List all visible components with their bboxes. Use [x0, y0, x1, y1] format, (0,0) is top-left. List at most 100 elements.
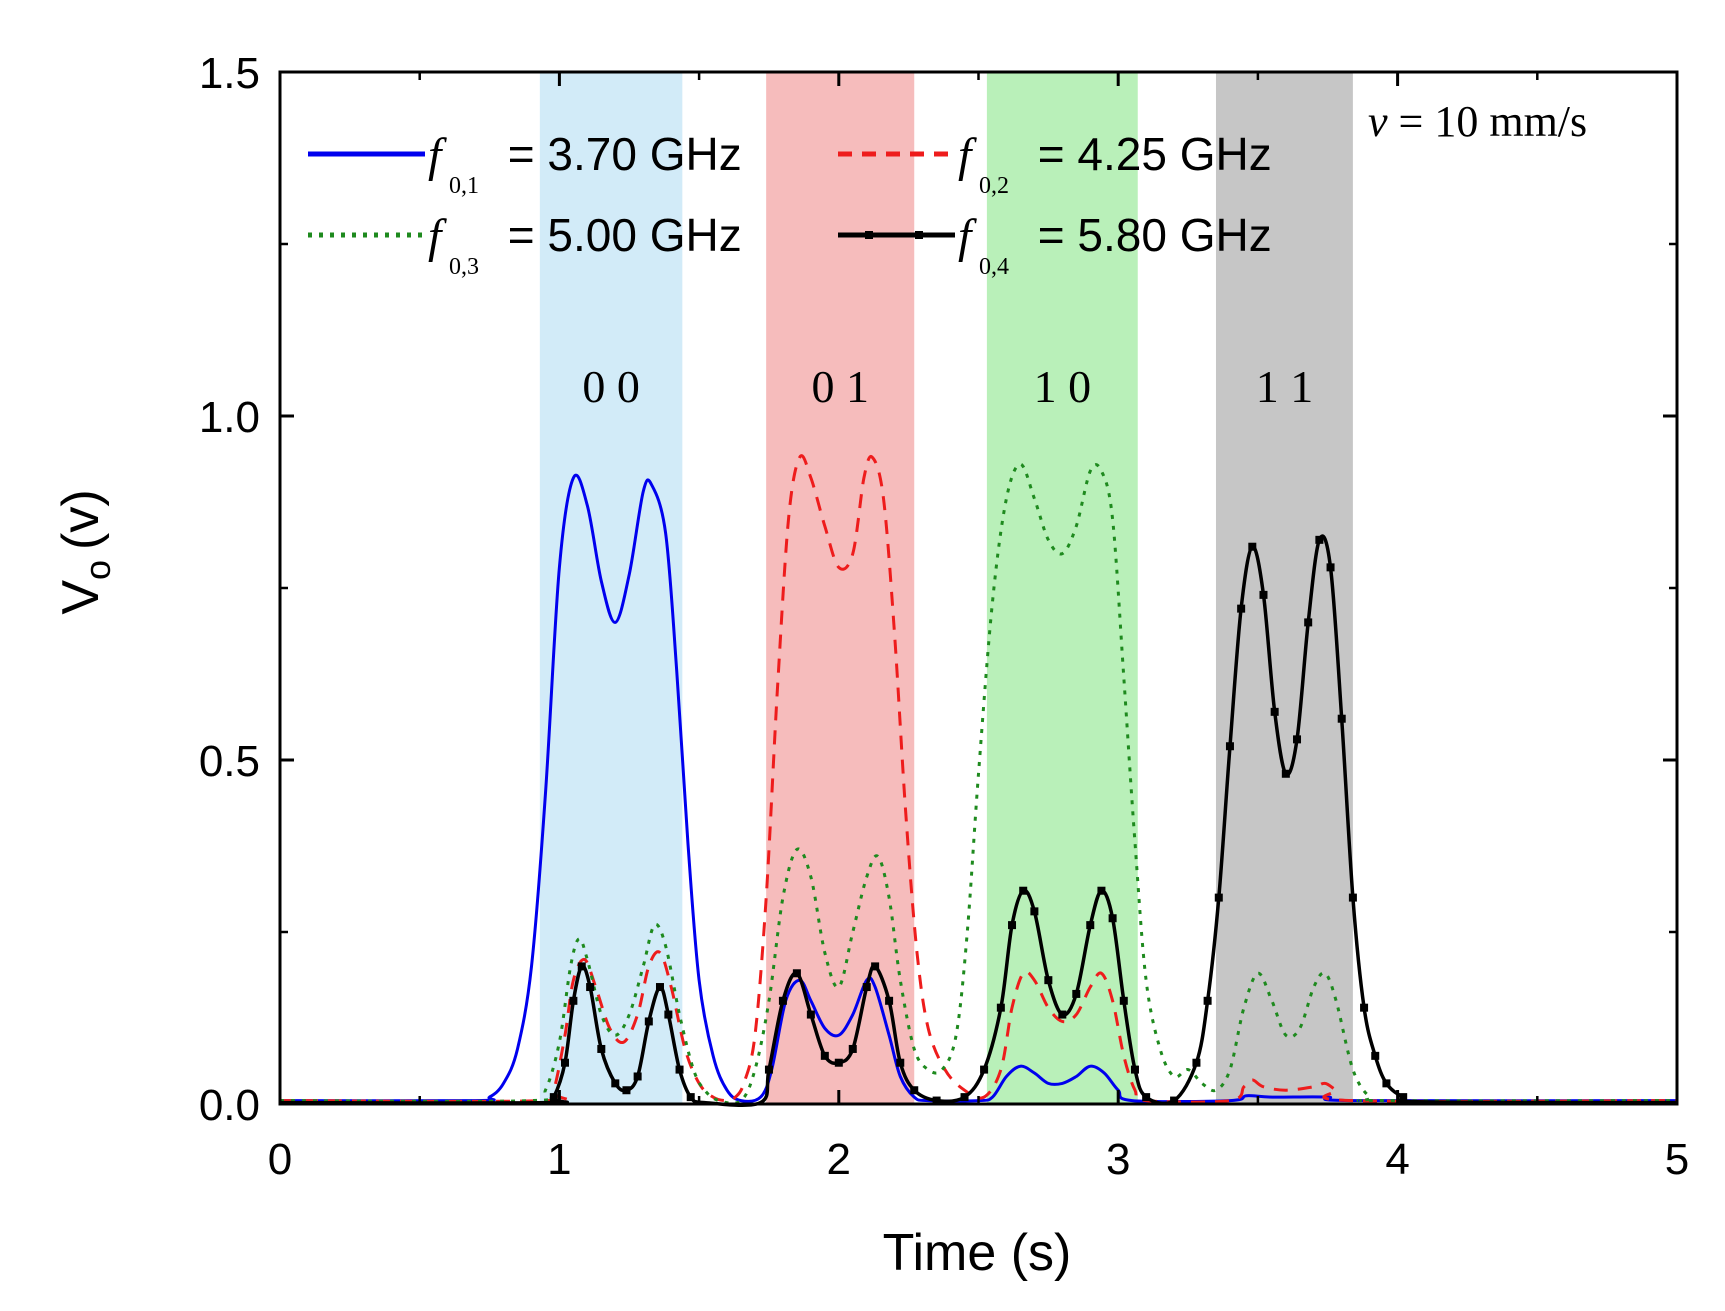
data-point [597, 1044, 606, 1053]
data-point [549, 1093, 558, 1102]
data-point [792, 969, 801, 978]
data-point [1259, 590, 1268, 599]
data-point [1348, 893, 1357, 902]
data-point [1203, 996, 1212, 1005]
series-lines [279, 454, 1678, 1108]
legend-subscript: 0,2 [979, 173, 1009, 199]
velocity-value: = 10 mm/s [1388, 97, 1588, 146]
band-4 [1215, 72, 1353, 1104]
data-point [1371, 1051, 1380, 1060]
data-point [885, 996, 894, 1005]
series-line-3 [279, 462, 1678, 1105]
data-point [1337, 714, 1346, 723]
data-point [1119, 996, 1128, 1005]
data-point [611, 1079, 620, 1088]
data-point [820, 1051, 829, 1060]
data-point [1044, 976, 1053, 985]
data-point [1008, 921, 1017, 930]
data-point [806, 1010, 815, 1019]
data-point [1097, 886, 1106, 895]
y-axis-title-main: V [52, 580, 110, 615]
data-point [560, 1058, 569, 1067]
data-point [633, 1072, 642, 1081]
data-point [980, 1065, 989, 1074]
series-line-2 [279, 454, 1678, 1104]
legend-subscript: 0,3 [449, 254, 479, 280]
axis-ticks: 0 1 2 3 4 5 0.0 0.5 1.0 1.5 [199, 49, 1689, 1184]
data-point [764, 1065, 773, 1074]
plot-border [278, 70, 1679, 1106]
data-point [1130, 1065, 1139, 1074]
y-tick-label: 0.0 [199, 1081, 260, 1130]
data-point [1382, 1079, 1391, 1088]
data-point [644, 1017, 653, 1026]
legend-symbol: f [958, 210, 977, 263]
x-tick-label: 0 [268, 1135, 292, 1184]
shaded-bands [539, 72, 1353, 1104]
y-tick-label: 0.5 [199, 737, 260, 786]
x-axis-title: Time (s) [883, 1224, 1072, 1282]
legend-label: = 5.80 GHz [1025, 209, 1272, 261]
data-point [1108, 914, 1117, 923]
data-point [1072, 989, 1081, 998]
data-point [910, 1086, 919, 1095]
data-point [1304, 618, 1313, 627]
data-point [996, 1003, 1005, 1012]
data-point [1281, 769, 1290, 778]
velocity-annotation: v = 10 mm/s [1368, 97, 1587, 146]
band-2 [766, 72, 915, 1104]
data-point [778, 996, 787, 1005]
data-point [1030, 907, 1039, 916]
legend-marker-f04 [915, 231, 923, 239]
band-label: 1 0 [1034, 361, 1092, 412]
legend-entry-f03: f 0,3 = 5.00 GHz [308, 209, 742, 280]
data-point [871, 962, 880, 971]
plot-frame [278, 70, 1679, 1106]
data-point [622, 1086, 631, 1095]
legend-symbol: f [428, 210, 447, 263]
legend-subscript: 0,4 [979, 254, 1009, 280]
data-point [1326, 563, 1335, 572]
data-point [586, 983, 595, 992]
series-line-4 [279, 534, 1678, 1108]
series-line-1 [279, 473, 1678, 1104]
data-point [1399, 1093, 1408, 1102]
data-point [960, 1093, 969, 1102]
data-point [1248, 542, 1257, 551]
band-label: 1 1 [1256, 361, 1314, 412]
y-axis-title-sub: o [77, 560, 118, 580]
data-point [1192, 1058, 1201, 1067]
legend-label: = 5.00 GHz [495, 209, 742, 261]
velocity-symbol: v [1368, 97, 1388, 146]
legend: f 0,1 = 3.70 GHz f 0,2 = 4.25 GHz f 0,3 … [308, 128, 1272, 280]
y-axis-title-unit: (v) [52, 489, 110, 550]
y-tick-label: 1.0 [199, 393, 260, 442]
legend-symbol: f [958, 129, 977, 182]
data-point [1142, 1093, 1151, 1102]
data-point [569, 996, 578, 1005]
band-label: 0 0 [582, 361, 640, 412]
y-axis-title: Vo (v) [52, 489, 118, 614]
band-labels: 0 0 0 1 1 0 1 1 [582, 361, 1313, 412]
x-tick-label: 5 [1665, 1135, 1689, 1184]
data-point [932, 1096, 941, 1105]
data-point [1360, 1003, 1369, 1012]
data-point [1086, 921, 1095, 930]
x-tick-label: 4 [1385, 1135, 1409, 1184]
data-point [1237, 604, 1246, 613]
data-point [896, 1058, 905, 1067]
legend-marker-f04 [865, 231, 873, 239]
y-tick-label: 1.5 [199, 49, 260, 98]
data-point [1293, 735, 1302, 744]
legend-label: = 3.70 GHz [495, 128, 742, 180]
legend-label: = 4.25 GHz [1025, 128, 1272, 180]
data-point [1170, 1096, 1179, 1105]
data-point [1225, 742, 1234, 751]
data-point [1270, 707, 1279, 716]
data-point [577, 962, 586, 971]
data-point [1019, 886, 1028, 895]
data-point [1315, 535, 1324, 544]
data-point [834, 1058, 843, 1067]
x-tick-label: 2 [827, 1135, 851, 1184]
